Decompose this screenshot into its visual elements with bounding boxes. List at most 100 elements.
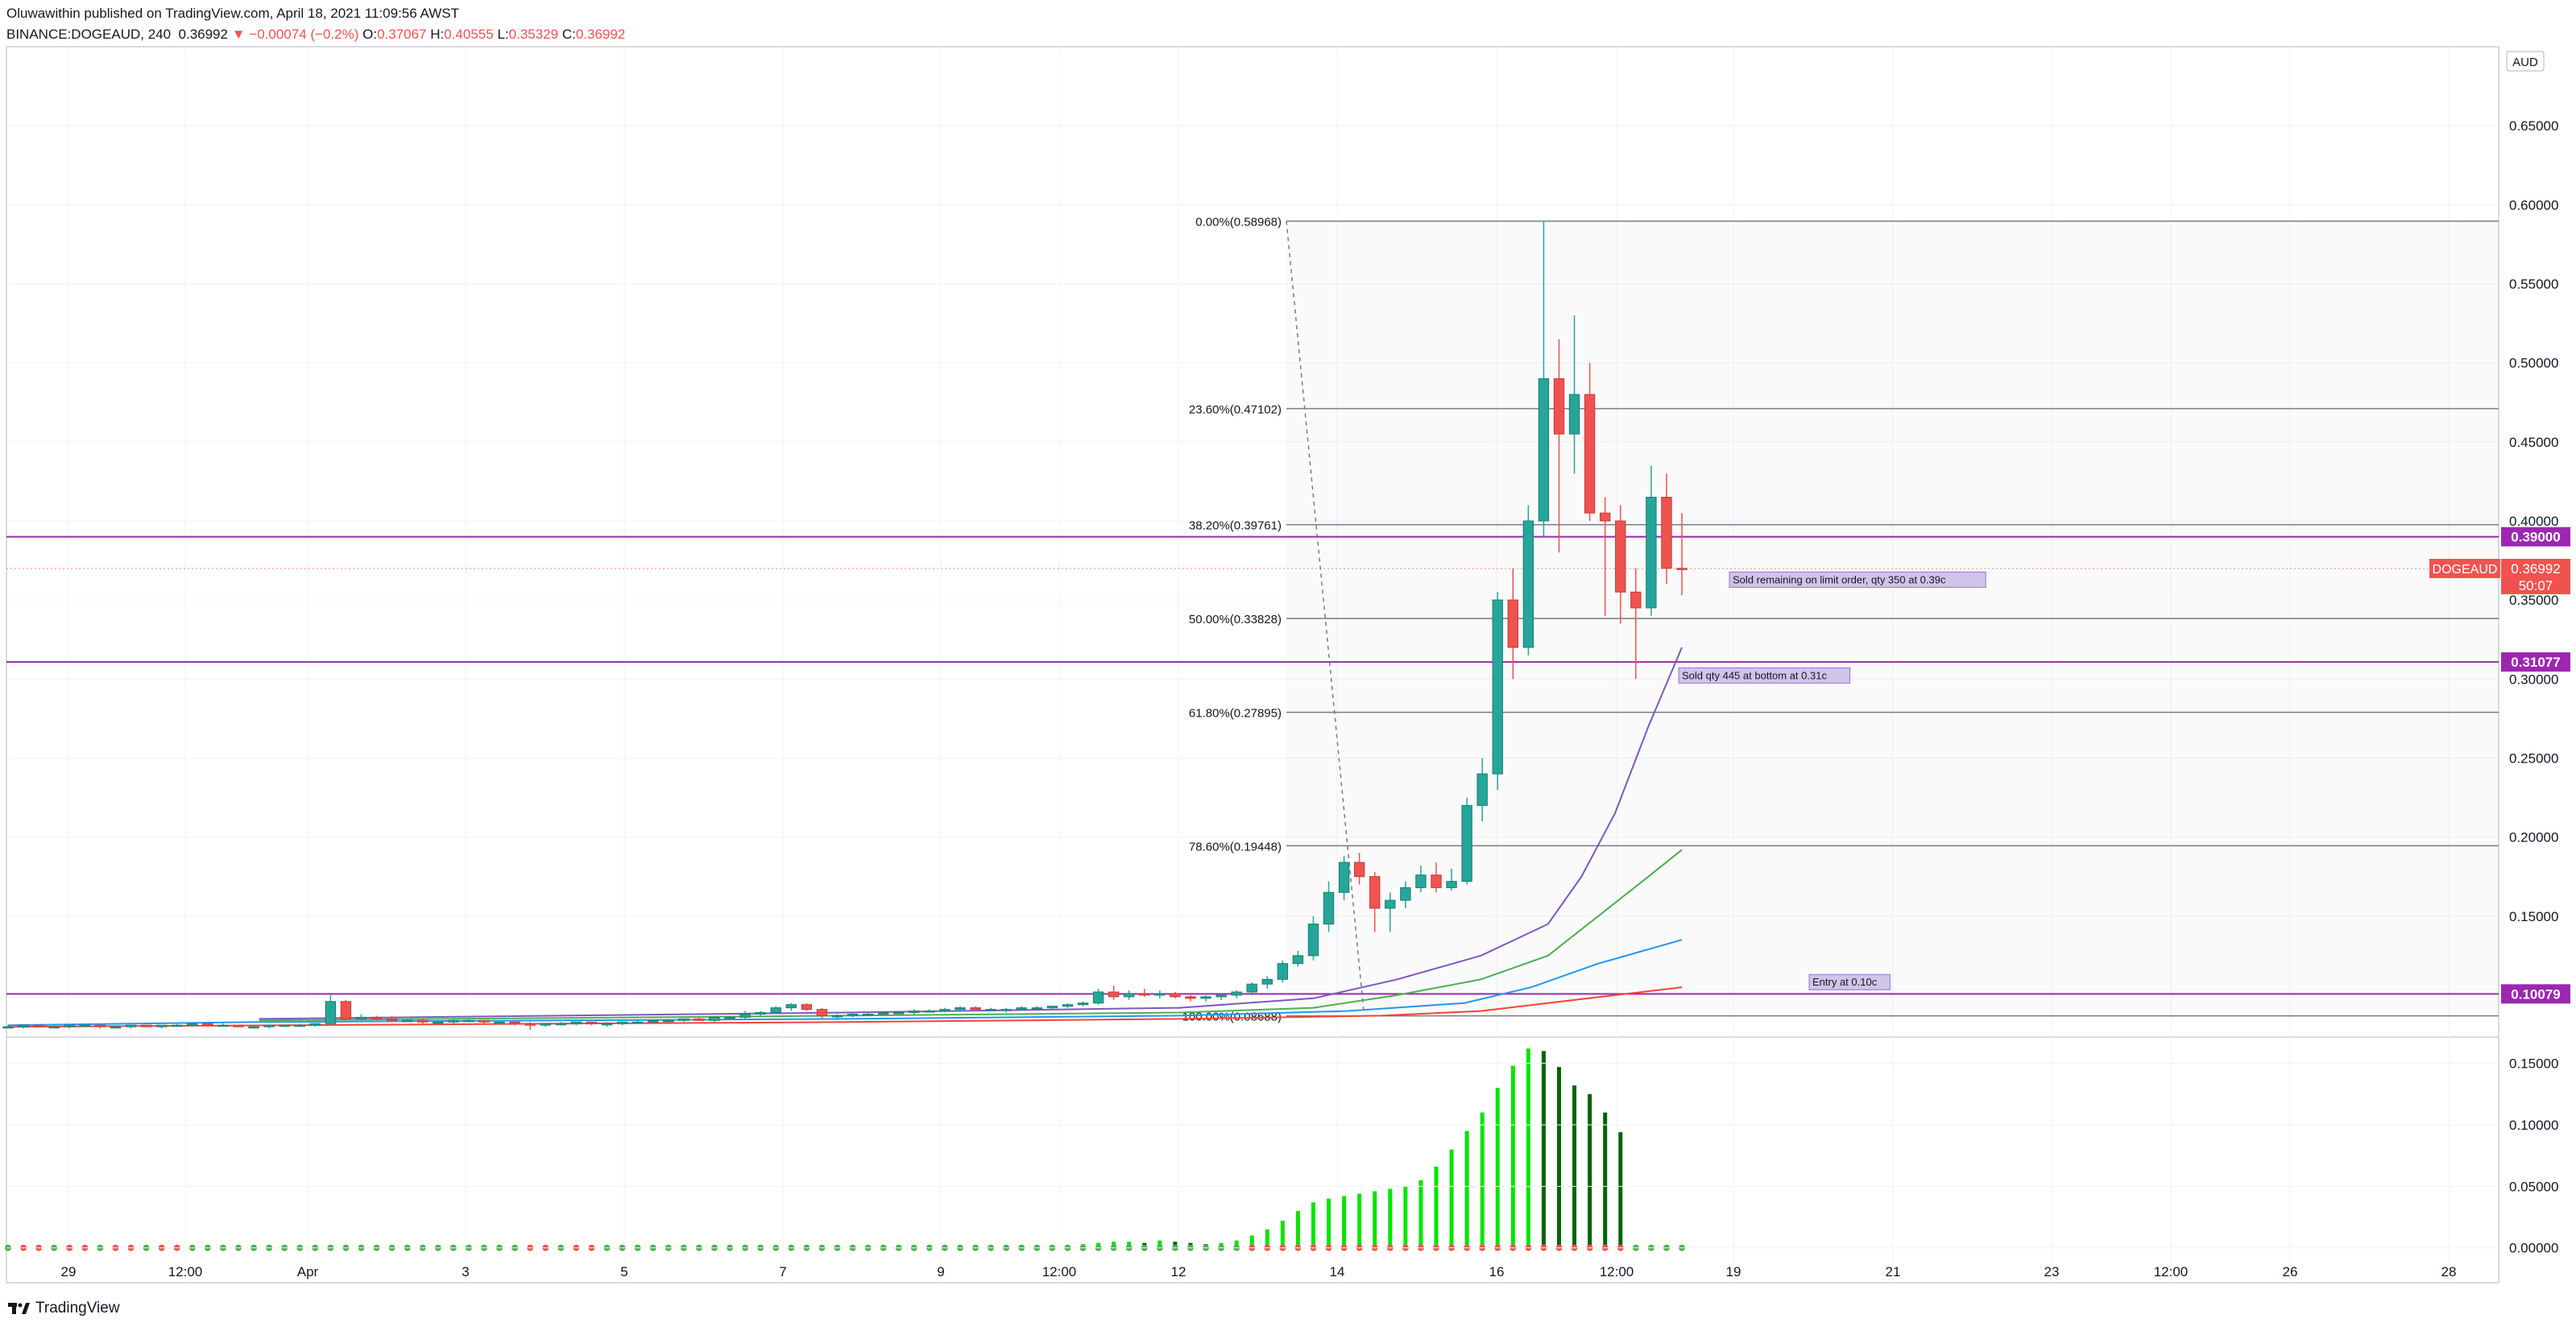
tradingview-footer[interactable]: TradingView bbox=[8, 1300, 120, 1317]
line-price-label: 0.10079 bbox=[2511, 986, 2560, 1002]
indicator-bar bbox=[1588, 1093, 1592, 1248]
candle-body bbox=[1092, 991, 1104, 1004]
candle-body bbox=[202, 1023, 213, 1026]
candle-body bbox=[1553, 378, 1565, 435]
candle-body bbox=[632, 1021, 644, 1024]
moving-average-line bbox=[7, 986, 1683, 1028]
price-change: −0.00074 (−0.2%) bbox=[249, 27, 359, 42]
candle-body bbox=[2, 1026, 14, 1029]
annotation-box bbox=[1729, 571, 1986, 588]
fib-trend-line bbox=[1286, 221, 1365, 1011]
price-axis-label: 0.55000 bbox=[2509, 276, 2558, 291]
candle-body bbox=[1461, 804, 1472, 883]
candle-body bbox=[1568, 394, 1580, 435]
time-axis-label: 26 bbox=[2283, 1264, 2298, 1279]
price-axis-label: 0.45000 bbox=[2509, 435, 2558, 450]
candle-body bbox=[1231, 991, 1242, 996]
time-axis-label: 5 bbox=[620, 1264, 627, 1279]
indicator-bar bbox=[1388, 1188, 1393, 1248]
symbol-badge bbox=[2429, 559, 2500, 579]
trade-annotation: Sold qty 445 at bottom at 0.31c bbox=[1682, 669, 1827, 681]
candle-body bbox=[524, 1023, 536, 1026]
open-value: 0.37067 bbox=[377, 27, 427, 42]
candle-body bbox=[1031, 1007, 1042, 1010]
time-axis-label: Apr bbox=[297, 1264, 319, 1279]
candle-body bbox=[1200, 996, 1211, 999]
price-axis-label: 0.60000 bbox=[2509, 197, 2558, 213]
candle-body bbox=[1338, 862, 1350, 893]
indicator-bar bbox=[1418, 1180, 1423, 1248]
indicator-bar bbox=[1556, 1067, 1561, 1248]
indicator-bar bbox=[1464, 1131, 1469, 1248]
candle-body bbox=[1400, 887, 1411, 901]
candle-body bbox=[1261, 978, 1273, 985]
indicator-bar bbox=[1510, 1065, 1515, 1248]
fib-level-label: 61.80%(0.27895) bbox=[1189, 707, 1282, 721]
indicator-bar bbox=[1495, 1088, 1500, 1248]
indicator-bar bbox=[1373, 1191, 1377, 1248]
candle-body bbox=[1046, 1006, 1058, 1009]
candle-body bbox=[724, 1016, 735, 1019]
indicator-bar bbox=[1449, 1149, 1454, 1248]
indicator-bar bbox=[1603, 1112, 1608, 1248]
candle-body bbox=[1123, 993, 1135, 998]
time-axis-label: 12:00 bbox=[1600, 1264, 1634, 1279]
candle-body bbox=[340, 1001, 352, 1019]
down-arrow-icon: ▼ bbox=[231, 27, 246, 42]
candle-body bbox=[1292, 955, 1304, 965]
candle-body bbox=[386, 1018, 398, 1021]
indicator-bar bbox=[1327, 1198, 1331, 1248]
chart-header: Oluwawithin published on TradingView.com… bbox=[6, 3, 625, 45]
line-price-badge bbox=[2501, 527, 2570, 547]
candle-body bbox=[187, 1023, 198, 1026]
candle-body bbox=[1385, 899, 1396, 909]
indicator-bar bbox=[1480, 1112, 1485, 1248]
candle-body bbox=[1538, 378, 1550, 522]
candle-body bbox=[401, 1019, 413, 1023]
candle-body bbox=[601, 1023, 613, 1026]
candle-body bbox=[648, 1019, 659, 1023]
candle-body bbox=[1492, 599, 1503, 775]
candle-body bbox=[110, 1026, 122, 1029]
tradingview-brand: TradingView bbox=[35, 1300, 120, 1317]
candle-body bbox=[279, 1024, 290, 1027]
candle-body bbox=[877, 1012, 889, 1015]
indicator-bar bbox=[1311, 1202, 1315, 1248]
candle-body bbox=[893, 1012, 905, 1015]
candle-body bbox=[1431, 874, 1442, 888]
candle-body bbox=[616, 1021, 628, 1024]
candle-body bbox=[1584, 394, 1596, 514]
time-axis-label: 28 bbox=[2441, 1264, 2457, 1279]
time-axis-label: 12:00 bbox=[168, 1264, 203, 1279]
time-axis-label: 3 bbox=[462, 1264, 469, 1279]
trade-annotation: Sold remaining on limit order, qty 350 a… bbox=[1733, 573, 1946, 585]
candle-body bbox=[1277, 963, 1289, 980]
candle-body bbox=[1415, 874, 1427, 888]
candle-body bbox=[1323, 891, 1335, 925]
candle-body bbox=[1476, 773, 1488, 806]
currency-badge bbox=[2506, 51, 2545, 72]
candle-body bbox=[509, 1021, 520, 1024]
candle-body bbox=[1154, 993, 1166, 996]
time-axis-label: 7 bbox=[779, 1264, 786, 1279]
candle-body bbox=[217, 1024, 229, 1027]
candle-body bbox=[355, 1016, 367, 1019]
indicator-bar bbox=[1526, 1048, 1530, 1248]
candle-body bbox=[924, 1011, 935, 1013]
candle-body bbox=[172, 1024, 183, 1027]
candle-body bbox=[309, 1023, 321, 1026]
publish-info: Oluwawithin published on TradingView.com… bbox=[6, 6, 459, 21]
candle-body bbox=[1307, 924, 1319, 957]
candle-body bbox=[33, 1024, 44, 1027]
indicator-axis-label: 0.15000 bbox=[2509, 1056, 2558, 1072]
indicator-bar bbox=[1234, 1240, 1239, 1248]
trade-annotation: Entry at 0.10c bbox=[1812, 976, 1878, 988]
candle-body bbox=[1108, 991, 1120, 998]
low-value: 0.35329 bbox=[508, 27, 559, 42]
moving-average-line bbox=[259, 849, 1683, 1022]
candle-body bbox=[94, 1024, 106, 1027]
time-axis-label: 12:00 bbox=[2154, 1264, 2189, 1279]
candle-body bbox=[1077, 1002, 1089, 1006]
indicator-axis-label: 0.10000 bbox=[2509, 1118, 2558, 1133]
